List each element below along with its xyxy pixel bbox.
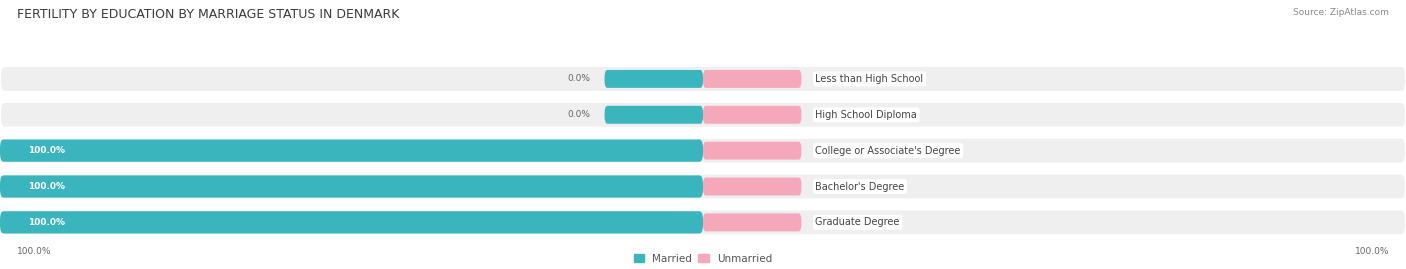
- Text: Source: ZipAtlas.com: Source: ZipAtlas.com: [1294, 8, 1389, 17]
- FancyBboxPatch shape: [703, 178, 801, 196]
- FancyBboxPatch shape: [703, 213, 801, 231]
- FancyBboxPatch shape: [0, 211, 703, 233]
- Text: 0.0%: 0.0%: [568, 75, 591, 83]
- Text: FERTILITY BY EDUCATION BY MARRIAGE STATUS IN DENMARK: FERTILITY BY EDUCATION BY MARRIAGE STATU…: [17, 8, 399, 21]
- FancyBboxPatch shape: [703, 106, 801, 124]
- Text: College or Associate's Degree: College or Associate's Degree: [815, 146, 960, 156]
- FancyBboxPatch shape: [0, 102, 1406, 128]
- FancyBboxPatch shape: [703, 70, 801, 88]
- Text: Graduate Degree: Graduate Degree: [815, 217, 900, 227]
- Text: 100.0%: 100.0%: [17, 247, 52, 256]
- Text: 100.0%: 100.0%: [28, 182, 65, 191]
- Text: Less than High School: Less than High School: [815, 74, 924, 84]
- Legend: Married, Unmarried: Married, Unmarried: [634, 254, 772, 264]
- FancyBboxPatch shape: [0, 140, 703, 162]
- FancyBboxPatch shape: [0, 210, 1406, 235]
- Text: 100.0%: 100.0%: [28, 146, 65, 155]
- FancyBboxPatch shape: [605, 106, 703, 124]
- FancyBboxPatch shape: [605, 70, 703, 88]
- Text: 100.0%: 100.0%: [28, 218, 65, 227]
- Text: 100.0%: 100.0%: [1354, 247, 1389, 256]
- Text: High School Diploma: High School Diploma: [815, 110, 917, 120]
- FancyBboxPatch shape: [0, 66, 1406, 92]
- Text: Bachelor's Degree: Bachelor's Degree: [815, 182, 904, 192]
- FancyBboxPatch shape: [0, 174, 1406, 199]
- FancyBboxPatch shape: [0, 138, 1406, 164]
- Text: 0.0%: 0.0%: [568, 110, 591, 119]
- FancyBboxPatch shape: [703, 142, 801, 160]
- FancyBboxPatch shape: [0, 175, 703, 198]
